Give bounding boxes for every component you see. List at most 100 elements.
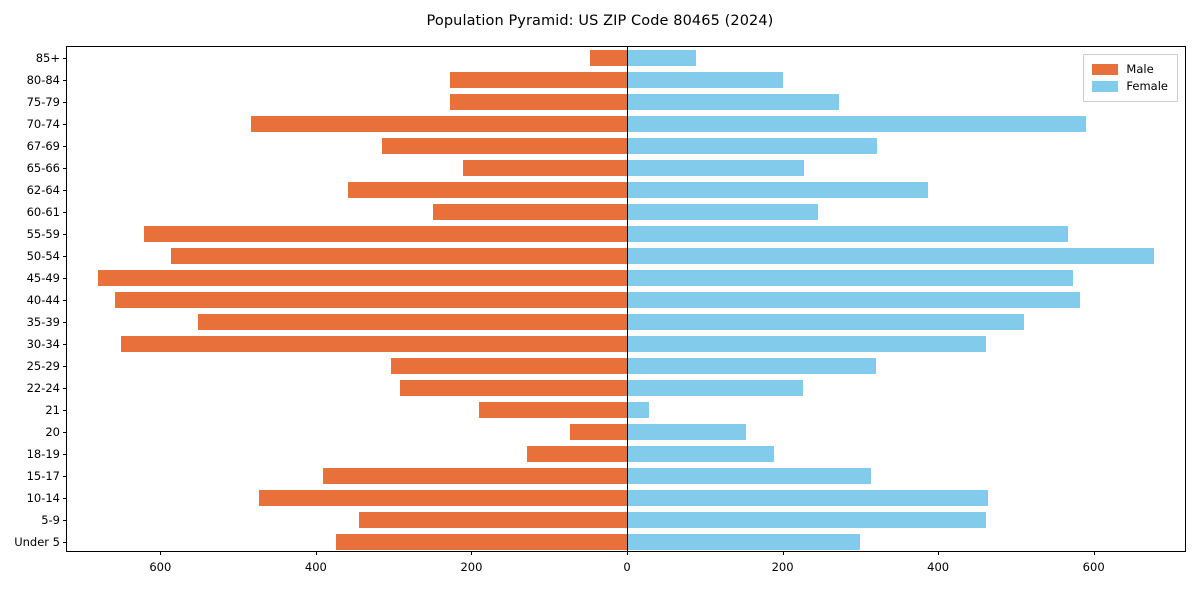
y-tick-label: 60-61 [26,205,60,219]
x-tick-label: 0 [623,560,631,574]
bar-male[interactable] [391,357,627,375]
legend-swatch-female [1092,81,1119,92]
bar-female[interactable] [627,357,876,375]
bar-male[interactable] [322,467,627,485]
bar-female[interactable] [627,203,819,221]
y-tick [63,146,67,147]
y-tick [63,212,67,213]
bar-female[interactable] [627,335,986,353]
bar-female[interactable] [627,137,878,155]
bar-female[interactable] [627,401,649,419]
bar-female[interactable] [627,489,988,507]
bar-group-65-66 [67,159,1185,177]
y-tick-label: 5-9 [41,513,60,527]
x-tick [315,551,317,555]
y-tick-label: 10-14 [26,491,60,505]
bar-male[interactable] [98,269,627,287]
y-tick [63,102,67,103]
y-tick [63,190,67,191]
bar-male[interactable] [347,181,627,199]
y-tick [63,58,67,59]
y-tick [63,234,67,235]
bar-female[interactable] [627,269,1073,287]
bar-male[interactable] [479,401,627,419]
bar-group-60-61 [67,203,1185,221]
bar-female[interactable] [627,159,804,177]
bar-group-40-44 [67,291,1185,309]
bar-group-10-14 [67,489,1185,507]
bar-group-20 [67,423,1185,441]
y-tick-label: 22-24 [26,381,60,395]
bar-group-50-54 [67,247,1185,265]
bar-group-62-64 [67,181,1185,199]
x-tick-label: 600 [149,560,172,574]
bar-male[interactable] [358,511,627,529]
legend-item-female[interactable]: Female [1092,78,1168,95]
bar-male[interactable] [449,71,627,89]
legend-item-male[interactable]: Male [1092,61,1168,78]
bar-female[interactable] [627,533,861,551]
bar-male[interactable] [399,379,627,397]
x-tick-label: 200 [460,560,483,574]
bar-male[interactable] [250,115,627,133]
chart-legend: Male Female [1083,54,1178,102]
y-tick [63,80,67,81]
bar-group-75-79 [67,93,1185,111]
bar-group-under-5 [67,533,1185,551]
y-tick [63,344,67,345]
y-tick-label: 25-29 [26,359,60,373]
bar-male[interactable] [120,335,627,353]
bar-male[interactable] [259,489,627,507]
bar-female[interactable] [627,467,872,485]
bar-female[interactable] [627,49,697,67]
bar-group-80-84 [67,71,1185,89]
legend-swatch-male [1092,64,1119,75]
y-tick-label: 15-17 [26,469,60,483]
bar-female[interactable] [627,71,783,89]
bar-group-15-17 [67,467,1185,485]
y-tick [63,476,67,477]
bar-female[interactable] [627,93,839,111]
bar-male[interactable] [450,93,627,111]
bar-female[interactable] [627,291,1080,309]
bar-female[interactable] [627,181,928,199]
chart-title: Population Pyramid: US ZIP Code 80465 (2… [426,13,774,29]
bar-female[interactable] [627,445,774,463]
bar-male[interactable] [171,247,627,265]
bar-male[interactable] [526,445,627,463]
bar-female[interactable] [627,115,1086,133]
bar-female[interactable] [627,511,986,529]
y-tick-label: 35-39 [26,315,60,329]
y-tick-label: 40-44 [26,293,60,307]
bar-male[interactable] [144,225,627,243]
x-tick [627,551,628,555]
bar-male[interactable] [198,313,627,331]
bar-male[interactable] [570,423,627,441]
y-tick [63,498,67,499]
bar-male[interactable] [382,137,627,155]
bar-female[interactable] [627,313,1025,331]
y-tick [63,322,67,323]
y-tick-label: 45-49 [26,271,60,285]
y-tick [63,388,67,389]
bar-male[interactable] [462,159,627,177]
y-tick-label: 67-69 [26,139,60,153]
y-tick-label: 50-54 [26,249,60,263]
bar-female[interactable] [627,379,803,397]
bar-female[interactable] [627,423,746,441]
y-tick [63,410,67,411]
bar-male[interactable] [590,49,627,67]
bar-group-70-74 [67,115,1185,133]
bar-male[interactable] [336,533,627,551]
bar-female[interactable] [627,247,1155,265]
bar-group-35-39 [67,313,1185,331]
x-tick-label: 400 [304,560,327,574]
y-tick-label: 75-79 [26,95,60,109]
bar-female[interactable] [627,225,1068,243]
y-tick-label: 20 [45,425,60,439]
bar-group-67-69 [67,137,1185,155]
bar-group-30-34 [67,335,1185,353]
y-tick [63,366,67,367]
bar-male[interactable] [115,291,627,309]
bar-male[interactable] [433,203,627,221]
